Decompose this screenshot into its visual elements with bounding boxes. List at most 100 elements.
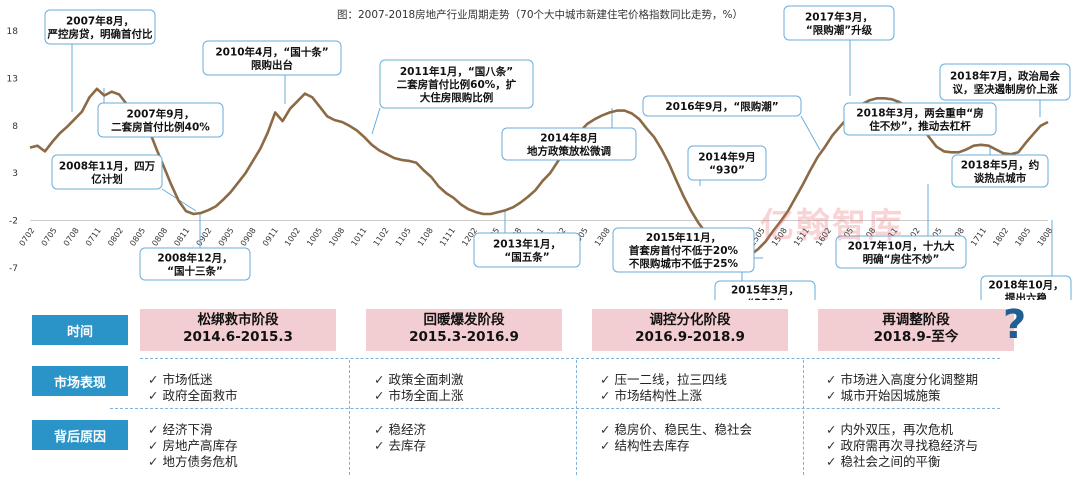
annotation-text: “930” <box>709 165 745 177</box>
y-tick-label: -2 <box>9 217 18 227</box>
x-tick-label: 0905 <box>217 226 236 248</box>
annotation-callout: 2007年9月，二套房首付比例40% <box>97 102 224 138</box>
annotation-text: 亿计划 <box>91 173 123 186</box>
annotation-callout: 2010年4月，“国十条”限购出台 <box>202 40 342 76</box>
x-tick-label: 1805 <box>1013 226 1032 248</box>
annotation-box <box>939 63 1071 101</box>
series-line <box>29 87 1049 259</box>
list-item: 稳房价、稳民生、稳社会 <box>600 422 805 438</box>
annotation-callout: 2007年8月，严控房贷，明确首付比 <box>44 9 156 45</box>
stage-name: 再调整阶段 <box>882 312 950 328</box>
watermark: 亿翰智库 <box>760 206 904 246</box>
annotation-callout: 2015年11月，首套房首付不低于20%不限购城市不低于25% <box>612 227 755 273</box>
y-tick-label: 3 <box>12 169 18 179</box>
reason-cell: 内外双压，再次危机政府需再次寻找稳经济与稳社会之间的平衡 <box>826 422 1031 470</box>
annotation-text: “330” <box>747 298 783 301</box>
separator-v3 <box>803 360 804 475</box>
annotation-box <box>980 275 1072 300</box>
list-item: 稳经济 <box>374 422 579 438</box>
housing-price-line-chart: 图：2007-2018房地产行业周期走势（70个大中城市新建住宅价格指数同比走势… <box>7 5 1072 301</box>
annotation-text: 2011年1月，“国八条” <box>400 65 513 78</box>
annotation-text: “限购潮”升级 <box>806 24 873 37</box>
annotation-text: 首套房首付不低于20% <box>629 244 739 257</box>
market-cell: 市场进入高度分化调整期城市开始因城施策 <box>826 372 1031 404</box>
annotation-text: 提出六稳 <box>1005 292 1047 301</box>
stage-header: 松绑救市阶段 2014.6-2015.3 <box>140 309 336 351</box>
x-tick-label: 1308 <box>593 226 612 248</box>
row-label-market: 市场表现 <box>32 366 128 396</box>
annotation-box <box>687 145 767 181</box>
annotation-text: 2014年9月 <box>698 151 756 164</box>
annotation-text: 谈热点城市 <box>974 172 1027 185</box>
list-item: 经济下滑 <box>148 422 353 438</box>
stage-header: 回暖爆发阶段 2015.3-2016.9 <box>366 309 562 351</box>
separator-v1 <box>349 360 350 475</box>
x-tick-label: 1108 <box>416 226 435 248</box>
annotation-box <box>642 95 802 117</box>
annotation-text: 2015年3月， <box>731 284 799 297</box>
x-tick-label: 0802 <box>106 226 125 248</box>
annotation-box <box>835 235 967 269</box>
x-tick-label: 1002 <box>283 226 302 248</box>
annotation-callout: 2016年9月，“限购潮” <box>642 95 802 117</box>
annotation-text: 大住房限购比例 <box>420 91 494 104</box>
annotation-box <box>202 40 342 76</box>
annotation-text: 2016年9月，“限购潮” <box>665 100 778 113</box>
x-tick-label: 0708 <box>62 226 81 248</box>
annotation-text: 2013年1月， <box>493 238 561 251</box>
x-tick-label: 0805 <box>128 226 147 248</box>
annotation-callout: 2017年3月，“限购潮”升级 <box>783 5 895 41</box>
x-tick-label: 1005 <box>305 226 324 248</box>
annotation-box <box>473 232 581 268</box>
annotation-text: 二套房首付比例60%，扩 <box>397 78 517 91</box>
x-tick-label: 1011 <box>349 226 368 248</box>
annotation-text: 不限购城市不低于25% <box>629 257 739 270</box>
list-item: 市场结构性上涨 <box>600 388 805 404</box>
market-cell: 政策全面刺激市场全面上涨 <box>374 372 579 404</box>
reason-cell: 稳经济去库存 <box>374 422 579 454</box>
list-item: 地方债务危机 <box>148 454 353 470</box>
annotation-text: 2007年9月， <box>126 108 194 121</box>
list-item: 政策全面刺激 <box>374 372 579 388</box>
annotation-box <box>97 102 224 138</box>
annotation-leader-line <box>371 107 381 135</box>
stage-period: 2018.9-至今 <box>873 329 959 345</box>
annotation-text: 2018年5月，约 <box>961 159 1040 172</box>
separator-v2 <box>576 360 577 475</box>
separator-h1 <box>140 358 1000 359</box>
annotation-text: 2017年10月，十九大 <box>848 240 955 253</box>
question-mark: ? <box>1003 302 1027 348</box>
list-item: 市场低迷 <box>148 372 353 388</box>
annotation-box <box>951 154 1049 188</box>
stage-header: 调控分化阶段 2016.9-2018.9 <box>592 309 788 351</box>
x-tick-label: 0902 <box>195 226 214 248</box>
market-cell: 市场低迷政府全面救市 <box>148 372 353 404</box>
annotation-text: 2008年11月，四万 <box>59 160 156 173</box>
x-tick-label: 1102 <box>372 226 391 248</box>
x-tick-label: 1008 <box>327 226 346 248</box>
list-item: 压一二线，拉三四线 <box>600 372 805 388</box>
annotation-box <box>843 102 997 136</box>
annotation-box <box>501 127 637 161</box>
annotation-callout: 2014年9月“930” <box>687 145 767 181</box>
annotation-text: 住不炒”，推动去杠杆 <box>869 120 971 133</box>
annotation-text: 2015年11月， <box>646 231 721 244</box>
annotation-box <box>379 59 534 109</box>
annotation-text: 2014年8月 <box>540 132 598 145</box>
stage-header: 再调整阶段 2018.9-至今 <box>818 309 1014 351</box>
annotation-text: 限购出台 <box>251 59 293 72</box>
y-tick-label: -7 <box>9 264 18 274</box>
row-label-time: 时间 <box>32 315 128 345</box>
x-tick-label: 0705 <box>40 226 59 248</box>
annotation-text: 严控房贷，明确首付比 <box>47 28 153 41</box>
annotation-box <box>612 227 755 273</box>
stage-name: 松绑救市阶段 <box>197 312 279 328</box>
list-item: 内外双压，再次危机 <box>826 422 1031 438</box>
list-item: 政府需再次寻找稳经济与 <box>826 438 1031 454</box>
annotation-callout: 2018年3月，两会重申“房住不炒”，推动去杠杆 <box>843 102 997 136</box>
annotation-text: 2018年7月，政治局会 <box>950 70 1061 83</box>
